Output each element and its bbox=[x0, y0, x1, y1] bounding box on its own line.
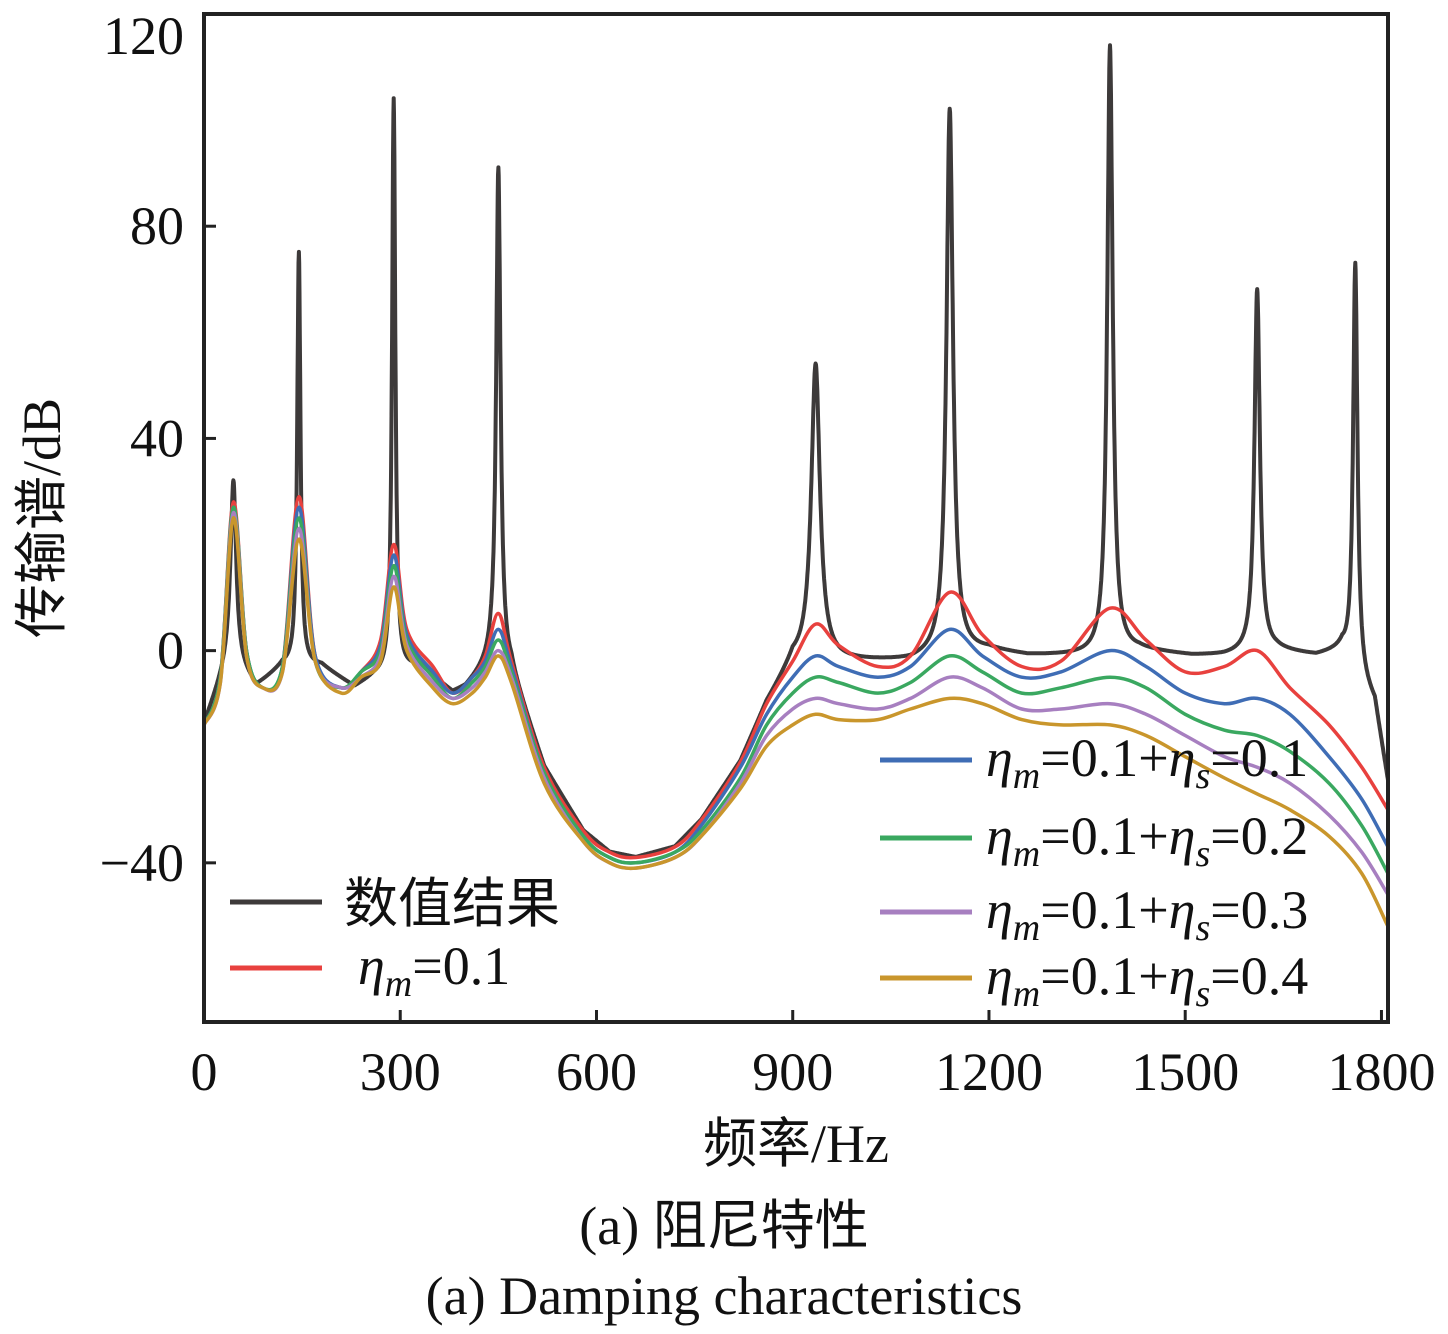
y-tick-label-2: 40 bbox=[130, 408, 184, 468]
legend-label-s3: ηm=0.1+ηs=0.3 bbox=[986, 880, 1308, 949]
series-line-3 bbox=[202, 505, 1390, 875]
x-tick-label-6: 1800 bbox=[1327, 1042, 1435, 1102]
y-tick-label-4: 120 bbox=[103, 6, 184, 66]
x-tick-label-4: 1200 bbox=[935, 1042, 1043, 1102]
legend-label-eta-m: ηm=0.1 bbox=[358, 936, 510, 1005]
y-tick-label-0: −40 bbox=[100, 833, 184, 893]
series-line-1 bbox=[202, 495, 1390, 860]
x-tick-label-1: 300 bbox=[360, 1042, 441, 1102]
caption-english: (a) Damping characteristics bbox=[425, 1266, 1023, 1326]
legend-label-numerical: 数值结果 bbox=[344, 874, 560, 934]
y-tick-label-3: 80 bbox=[130, 196, 184, 256]
plot-frame bbox=[202, 12, 1390, 1024]
y-axis-title: 传输谱/dB bbox=[12, 398, 72, 638]
y-tick-label-1: 0 bbox=[157, 621, 184, 681]
x-tick-label-0: 0 bbox=[191, 1042, 218, 1102]
legend-label-s1: ηm=0.1+ηs=0.1 bbox=[986, 728, 1308, 797]
legend-bottom-right: ηm=0.1+ηs=0.1 ηm=0.1+ηs=0.2 ηm=0.1+ηs=0.… bbox=[880, 728, 1308, 1015]
series-line-5 bbox=[202, 516, 1390, 928]
x-axis-title: 频率/Hz bbox=[703, 1114, 889, 1174]
series-layer bbox=[202, 43, 1390, 928]
x-tick-label-3: 900 bbox=[752, 1042, 833, 1102]
x-tick-label-2: 600 bbox=[556, 1042, 637, 1102]
ticks-layer: 0 300 600 900 1200 1500 1800 −40 0 40 80 120 bbox=[100, 6, 1436, 1102]
x-tick-label-5: 1500 bbox=[1131, 1042, 1239, 1102]
legend-label-s4: ηm=0.1+ηs=0.4 bbox=[986, 946, 1308, 1015]
caption-chinese: (a) 阻尼特性 bbox=[579, 1196, 869, 1256]
legend-bottom-left: 数值结果 ηm=0.1 bbox=[230, 874, 560, 1005]
legend-label-s2: ηm=0.1+ηs=0.2 bbox=[986, 806, 1308, 875]
